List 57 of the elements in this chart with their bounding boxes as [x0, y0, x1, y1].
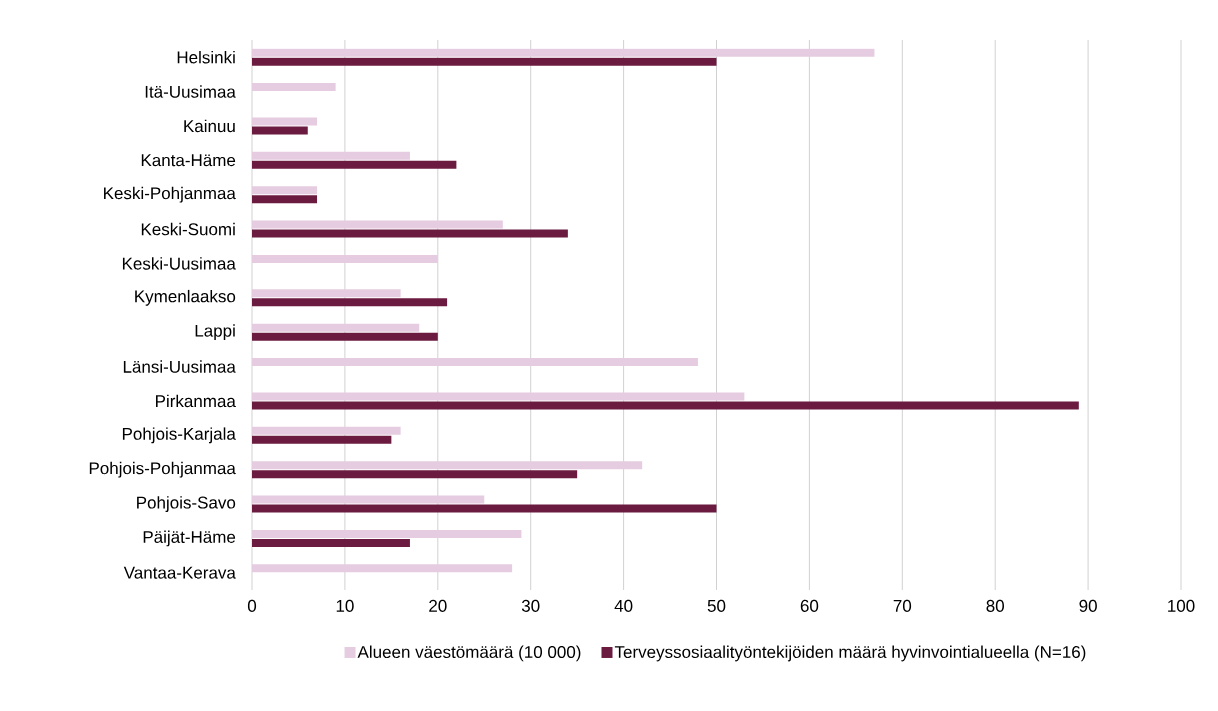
legend-label: Terveyssosiaalityöntekijöiden määrä hyvinvointialueella (N=16) — [614, 645, 1086, 662]
bar — [252, 332, 438, 341]
bar — [252, 151, 410, 160]
x-tick-label: 100 — [1168, 599, 1195, 612]
bar — [252, 57, 717, 66]
y-tick-label: Pohjois-Savo — [137, 496, 236, 512]
x-tick-label: 80 — [986, 599, 1004, 612]
y-tick-label: Pohjois-Pohjanmaa — [89, 461, 236, 478]
x-tick-label: 50 — [707, 599, 726, 612]
bar — [252, 401, 1079, 410]
x-tick-label: 0 — [247, 599, 257, 612]
bar — [252, 358, 698, 367]
y-tick-label: Kainuu — [184, 119, 235, 133]
bar — [252, 117, 318, 126]
y-tick-label: Pohjois-Karjala — [122, 427, 236, 444]
bar — [252, 220, 503, 229]
bar — [252, 289, 401, 298]
bar — [252, 529, 522, 538]
bar — [252, 186, 318, 195]
bar — [252, 426, 401, 435]
bar — [252, 495, 485, 504]
y-tick-label: Päijät-Häme — [143, 530, 236, 547]
y-tick-label: Kanta-Häme — [141, 154, 236, 167]
y-tick-label: Vantaa-Kerava — [123, 566, 236, 579]
y-tick-label: Helsinki — [177, 50, 235, 64]
bar — [252, 323, 420, 332]
legend-label: Alueen väestömäärä (10 000) — [357, 645, 581, 662]
x-tick-label: 20 — [429, 599, 447, 612]
bar — [252, 126, 308, 135]
y-tick-label: Lappi — [195, 324, 235, 341]
bar — [252, 195, 318, 204]
bar — [252, 229, 568, 238]
bar — [252, 435, 392, 444]
x-tick-label: 70 — [893, 599, 912, 612]
x-tick-label: 90 — [1079, 599, 1097, 612]
bar — [252, 83, 336, 92]
bar — [252, 538, 410, 547]
y-tick-label: Pirkanmaa — [156, 394, 236, 408]
bar — [252, 48, 875, 57]
y-tick-label: Keski-Suomi — [141, 222, 235, 236]
bar — [252, 470, 578, 479]
y-tick-label: Keski-Uusimaa — [122, 257, 236, 270]
y-tick-label: Itä-Uusimaa — [145, 85, 236, 98]
x-tick-label: 30 — [521, 599, 540, 612]
bar — [252, 564, 513, 573]
bar — [252, 160, 457, 169]
y-tick-label: Keski-Pohjanmaa — [104, 186, 236, 203]
bar — [252, 461, 643, 470]
y-tick-label: Kymenlaakso — [135, 289, 236, 306]
bar — [252, 254, 438, 263]
bar — [252, 504, 717, 513]
bar — [252, 298, 448, 307]
x-tick-label: 60 — [800, 599, 819, 612]
bar — [252, 392, 745, 401]
y-tick-label: Länsi-Uusimaa — [123, 360, 236, 373]
x-tick-label: 10 — [336, 599, 354, 612]
x-tick-label: 40 — [614, 599, 633, 612]
